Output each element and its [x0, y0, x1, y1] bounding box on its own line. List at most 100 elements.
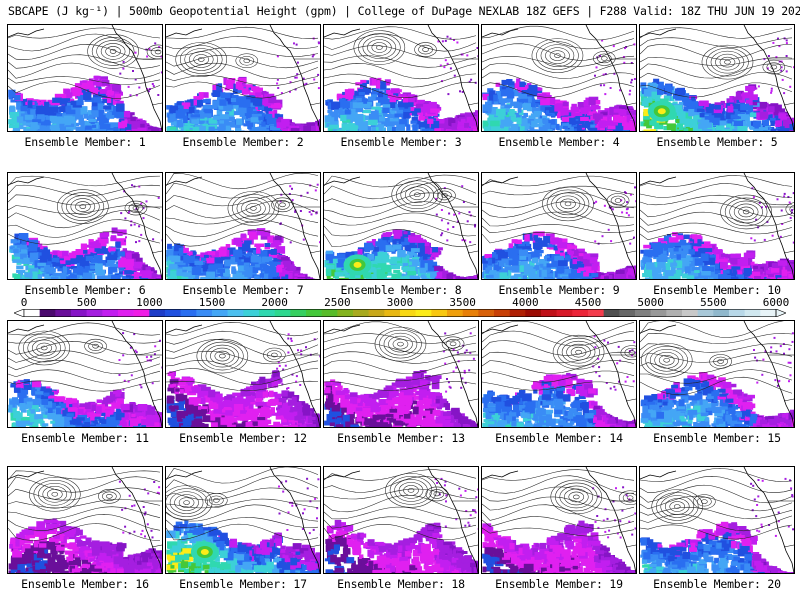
- ensemble-map: [482, 25, 636, 131]
- cape-shading: [482, 335, 636, 427]
- colorbar-swatch: [102, 309, 119, 317]
- colorbar-tick-label: 5500: [700, 296, 727, 309]
- ensemble-map: [166, 173, 320, 279]
- ensemble-map: [482, 321, 636, 427]
- colorbar-tick-label: 6000: [762, 296, 790, 309]
- colorbar-swatch: [274, 309, 291, 317]
- height-contours: [482, 469, 636, 537]
- ensemble-panel: [323, 466, 479, 574]
- ensemble-panel: [639, 24, 795, 132]
- ensemble-panel: [639, 320, 795, 428]
- ensemble-map: [166, 321, 320, 427]
- colorbar-swatch: [572, 309, 589, 317]
- height-contours: [8, 470, 161, 541]
- colorbar-swatch: [619, 309, 636, 317]
- colorbar-swatch: [86, 309, 103, 317]
- colorbar-swatch: [400, 309, 416, 317]
- colorbar-swatch: [525, 309, 542, 317]
- cape-shading: [640, 477, 794, 573]
- colorbar-swatch: [509, 309, 526, 317]
- colorbar-tick-label: 3000: [386, 296, 414, 309]
- colorbar-swatch: [462, 309, 479, 317]
- ensemble-panel: [165, 320, 321, 428]
- colorbar-swatch: [180, 309, 197, 317]
- cape-shading: [8, 42, 162, 131]
- ensemble-member-label: Ensemble Member: 5: [656, 135, 778, 149]
- height-contours: [482, 25, 635, 98]
- coastlines: [640, 25, 794, 131]
- colorbar-swatch: [259, 309, 275, 317]
- height-contours: [640, 468, 793, 540]
- coastlines: [166, 173, 320, 279]
- colorbar-tick-label: 1000: [136, 296, 163, 309]
- colorbar-swatch: [447, 309, 463, 317]
- height-contours: [324, 26, 477, 99]
- colorbar-max-arrow: [775, 309, 786, 317]
- ensemble-member-label: Ensemble Member: 19: [495, 577, 623, 591]
- height-contours: [482, 321, 636, 391]
- ensemble-panel: [165, 466, 321, 574]
- coastlines: [324, 173, 478, 279]
- colorbar-tick-label: 500: [76, 296, 97, 309]
- height-contours: [8, 27, 162, 99]
- colorbar-swatch: [494, 309, 510, 317]
- colorbar-tick-label: 4500: [574, 296, 602, 309]
- ensemble-panel: [7, 466, 163, 574]
- ensemble-map: [640, 25, 794, 131]
- colorbar-swatch: [133, 309, 150, 317]
- colorbar-swatch: [588, 309, 604, 317]
- cape-shading: [324, 477, 478, 573]
- ensemble-member-label: Ensemble Member: 9: [498, 283, 620, 297]
- ensemble-panel: [639, 172, 795, 280]
- cape-shading: [166, 477, 320, 573]
- ensemble-map: [166, 467, 320, 573]
- colorbar-swatch: [290, 309, 307, 317]
- ensemble-map: [640, 321, 794, 427]
- height-contours: [324, 174, 477, 247]
- colorbar-swatch: [682, 309, 698, 317]
- cape-shading: [8, 332, 162, 427]
- ensemble-member-label: Ensemble Member: 15: [653, 431, 781, 445]
- ensemble-map: [324, 321, 478, 427]
- colorbar-swatch: [556, 309, 573, 317]
- cape-colorbar: [14, 309, 786, 317]
- cape-shading: [640, 187, 794, 279]
- colorbar-swatch: [212, 309, 228, 317]
- colorbar-swatch: [431, 309, 448, 317]
- colorbar-swatch: [165, 309, 181, 317]
- ensemble-member-label: Ensemble Member: 17: [179, 577, 307, 591]
- colorbar-swatch: [744, 309, 761, 317]
- cape-shading: [482, 39, 636, 131]
- coastlines: [640, 173, 794, 279]
- ensemble-map: [8, 467, 162, 573]
- height-contours: [324, 469, 477, 541]
- colorbar-tick-label: 1500: [198, 296, 226, 309]
- ensemble-panel: [481, 24, 637, 132]
- coastlines: [166, 25, 320, 131]
- colorbar-swatch: [384, 309, 401, 317]
- colorbar-swatch: [666, 309, 683, 317]
- cape-shading: [166, 333, 320, 427]
- height-contours: [640, 175, 794, 244]
- ensemble-member-label: Ensemble Member: 10: [653, 283, 781, 297]
- ensemble-panel: [639, 466, 795, 574]
- colorbar-swatch: [368, 309, 385, 317]
- height-contours: [640, 321, 793, 396]
- coastlines: [324, 467, 478, 573]
- colorbar-swatch: [729, 309, 745, 317]
- colorbar-swatch: [415, 309, 432, 317]
- ensemble-map: [166, 25, 320, 131]
- height-contours: [166, 467, 319, 541]
- ensemble-member-label: Ensemble Member: 1: [24, 135, 146, 149]
- cape-shading: [640, 37, 794, 131]
- colorbar-swatch: [71, 309, 87, 317]
- coastlines: [8, 467, 162, 573]
- ensemble-member-label: Ensemble Member: 7: [182, 283, 304, 297]
- coastlines: [166, 321, 320, 427]
- ensemble-panel: [323, 24, 479, 132]
- height-contours: [8, 322, 161, 392]
- colorbar-min-arrow: [14, 309, 25, 317]
- ensemble-member-label: Ensemble Member: 3: [340, 135, 462, 149]
- colorbar-tick-label: 4000: [512, 296, 539, 309]
- ensemble-map: [640, 173, 794, 279]
